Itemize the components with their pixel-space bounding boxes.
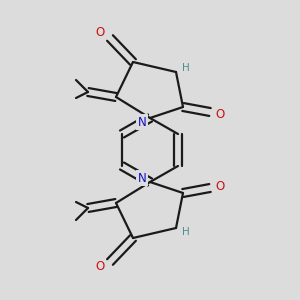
Text: O: O bbox=[215, 179, 225, 193]
Text: N: N bbox=[138, 116, 146, 128]
Text: H: H bbox=[182, 227, 190, 237]
Text: N: N bbox=[138, 172, 146, 184]
Text: O: O bbox=[215, 107, 225, 121]
Text: O: O bbox=[95, 260, 105, 274]
Text: O: O bbox=[95, 26, 105, 40]
Text: H: H bbox=[182, 63, 190, 73]
